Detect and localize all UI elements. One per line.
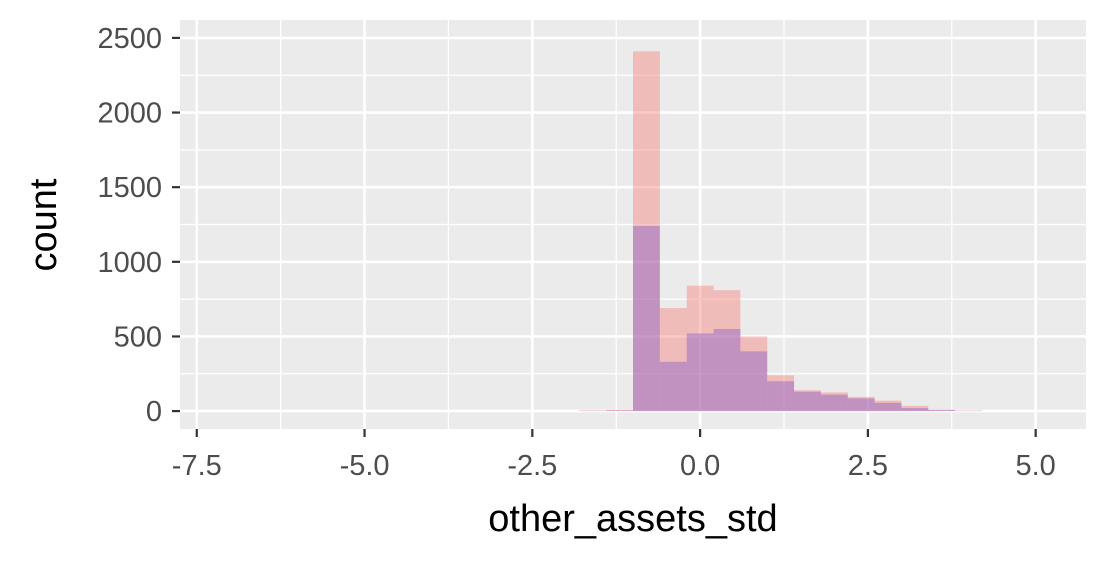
grid-major [180, 20, 1086, 429]
histogram-bar [633, 51, 660, 412]
histogram-bar [606, 409, 633, 412]
x-tick-label: -2.5 [507, 450, 557, 482]
histogram-bar [767, 375, 795, 412]
y-axis-title: count [23, 178, 65, 271]
histogram-bar [901, 408, 929, 412]
x-tick-label: 0.0 [680, 450, 720, 482]
histogram-bar [659, 308, 687, 412]
histogram-bars [579, 51, 982, 412]
histogram-bar [820, 392, 848, 412]
histogram-bar [633, 225, 660, 412]
histogram-bar [847, 396, 875, 412]
histogram-bar [740, 336, 768, 412]
histogram-bar [659, 361, 687, 412]
histogram-bar [794, 390, 821, 412]
y-axis: 0 500 1000 1500 2000 2500 [97, 23, 180, 428]
x-axis: -7.5 -5.0 -2.5 0.0 2.5 5.0 [172, 429, 1056, 482]
histogram-bar [874, 402, 902, 412]
x-axis-title: other_assets_std [488, 498, 777, 540]
histogram-bar [847, 398, 875, 412]
histogram-bar [794, 391, 821, 412]
grid-minor [180, 20, 1086, 429]
x-tick-label: -5.0 [340, 450, 390, 482]
x-tick-label: 5.0 [1016, 450, 1056, 482]
x-tick-label: -7.5 [172, 450, 222, 482]
y-tick-label: 0 [146, 396, 162, 428]
histogram-bar [579, 410, 607, 412]
histogram-bar [928, 409, 956, 412]
y-tick-label: 2500 [97, 23, 162, 55]
histogram-bar [820, 394, 848, 412]
histogram-bar [713, 328, 741, 412]
histogram-bar [740, 351, 768, 412]
histogram-bar [606, 410, 633, 412]
y-tick-label: 500 [114, 321, 162, 353]
histogram-bar [928, 410, 956, 412]
y-tick-label: 2000 [97, 98, 162, 130]
histogram-bar [713, 290, 741, 412]
y-tick-label: 1000 [97, 247, 162, 279]
y-tick-label: 1500 [97, 172, 162, 204]
histogram-bar [767, 381, 795, 412]
x-tick-label: 2.5 [848, 450, 888, 482]
histogram-bar [901, 405, 929, 412]
histogram-bar [686, 333, 714, 412]
histogram-bar [874, 400, 902, 412]
histogram-bar [686, 285, 714, 412]
